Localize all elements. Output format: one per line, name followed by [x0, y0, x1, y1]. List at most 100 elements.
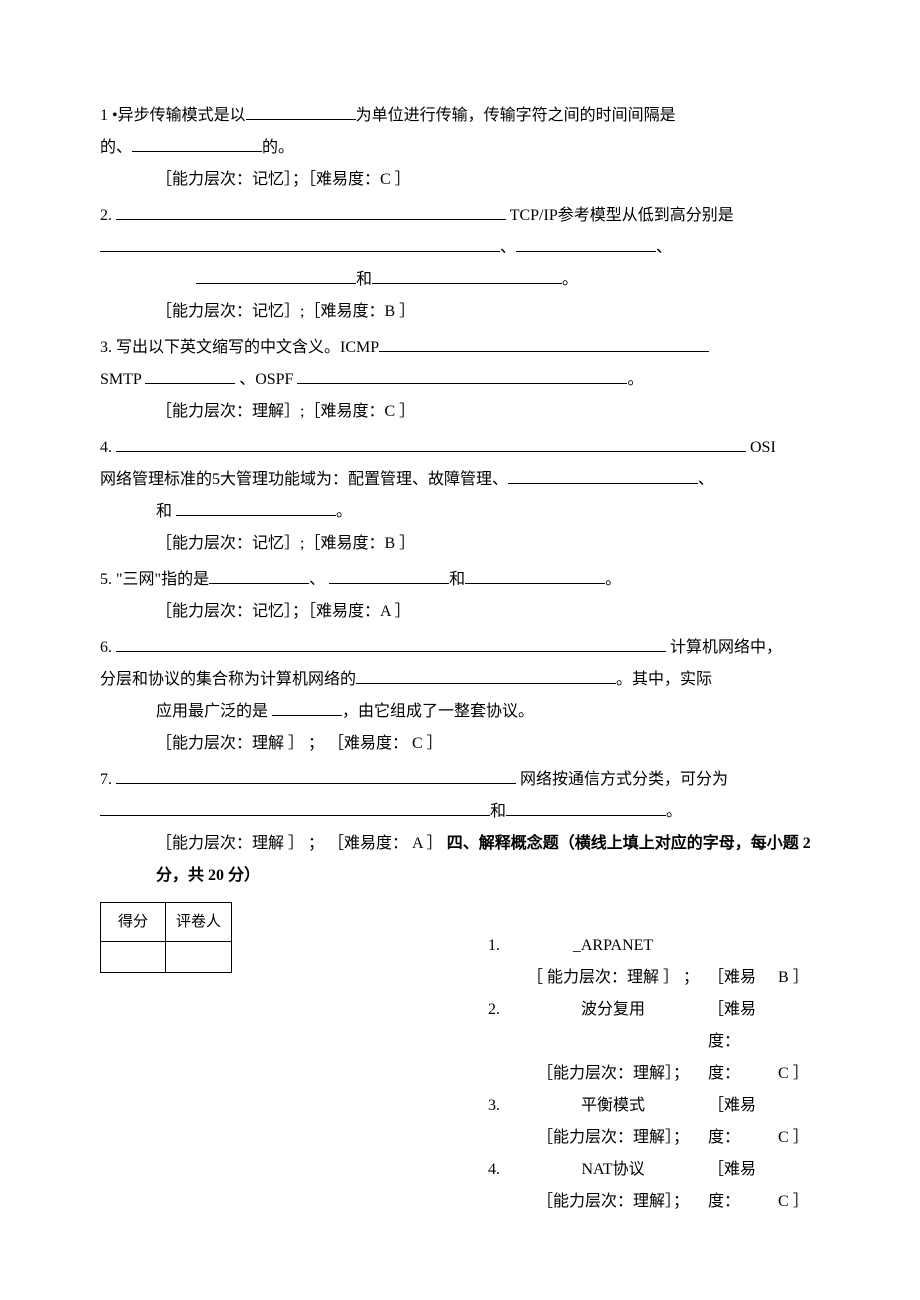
q1-text-c: 的、 — [100, 139, 132, 156]
q1-line1: 1 •异步传输模式是以 为单位进行传输，传输字符之间的时间间隔是 — [100, 100, 820, 132]
q7-line2: 和。 — [100, 796, 820, 828]
q5-end: 。 — [605, 571, 621, 588]
q6-line3: 应用最广泛的是 ，由它组成了一整套协议。 — [100, 696, 820, 728]
q2-meta: ［能力层次：记忆］;［难易度：B ］ — [100, 296, 820, 328]
blank — [116, 451, 746, 452]
q2-sep2: 、 — [656, 239, 672, 256]
q3-text-b: SMTP — [100, 371, 145, 388]
concept-meta-row-1: ［ 能力层次：理解 ］ ； ［难易 B ］ — [488, 962, 820, 994]
document-page: 1 •异步传输模式是以 为单位进行传输，传输字符之间的时间间隔是 的、 的。 ［能力… — [0, 0, 920, 1300]
q4-text-a: 4. — [100, 439, 116, 456]
question-7: 7. 网络按通信方式分类，可分为 和。 ［能力层次：理解 ］ ； ［难易度： A… — [100, 764, 820, 892]
concept-title: _ARPANET — [518, 930, 708, 962]
q6-text-f: ，由它组成了一整套协议。 — [342, 703, 534, 720]
q1-text-d: 的。 — [262, 139, 294, 156]
concept-title: NAT协议 — [518, 1154, 708, 1186]
concept-row-1: 1. _ARPANET — [488, 930, 820, 962]
question-2: 2. TCP/IP参考模型从低到高分别是 、、 和。 ［能力层次：记忆］;［难易… — [100, 200, 820, 328]
q7-meta: ［能力层次：理解 ］ ； ［难易度： A ］ — [156, 835, 443, 852]
question-4: 4. OSI 网络管理标准的5大管理功能域为：配置管理、故障管理、、 和 。 ［… — [100, 432, 820, 560]
concept-meta-row-3: ［能力层次：理解］； 度： C ］ — [488, 1122, 820, 1154]
concept-title: 平衡模式 — [518, 1090, 708, 1122]
blank — [132, 151, 262, 152]
q3-line1: 3. 写出以下英文缩写的中文含义。ICMP — [100, 332, 820, 364]
concept-title: 波分复用 — [518, 994, 708, 1026]
q7-end: 。 — [666, 803, 682, 820]
blank — [246, 119, 356, 120]
concept-number: 1. — [488, 930, 518, 962]
q4-text-f: 。 — [336, 503, 352, 520]
q5-line1: 5. "三网"指的是 、 和 。 — [100, 564, 820, 596]
concept-diff-label2: 度： — [708, 1122, 778, 1154]
concept-diff-value: B ］ — [778, 962, 820, 994]
blank — [508, 483, 698, 484]
concept-meta-row-2: ［能力层次：理解］； 度： C ］ — [488, 1058, 820, 1090]
q6-text-e: 应用最广泛的是 — [156, 703, 272, 720]
concept-row-2: 2. 波分复用 ［难易度： — [488, 994, 820, 1058]
q3-text-a: 3. 写出以下英文缩写的中文含义。ICMP — [100, 339, 379, 356]
q7-mid: 和 — [490, 803, 506, 820]
q3-meta: ［能力层次：理解］;［难易度：C ］ — [100, 396, 820, 428]
q2-line3: 和。 — [100, 264, 820, 296]
blank — [209, 583, 309, 584]
concept-meta: ［能力层次：理解］； — [518, 1186, 708, 1218]
blank — [116, 219, 506, 220]
q2-end: 。 — [562, 271, 578, 288]
score-header-grader: 评卷人 — [166, 903, 232, 942]
q5-text-a: 5. "三网"指的是 — [100, 571, 209, 588]
blank — [465, 583, 605, 584]
q4-text-b: OSI — [746, 439, 776, 456]
q6-text-b: 计算机网络中， — [666, 639, 782, 656]
q1-line2: 的、 的。 — [100, 132, 820, 164]
q3-text-c: 、OSPF — [235, 371, 297, 388]
concept-meta: ［能力层次：理解］； — [518, 1058, 708, 1090]
q7-text-b: 网络按通信方式分类，可分为 — [516, 771, 728, 788]
blank — [379, 351, 709, 352]
q2-text-b: TCP/IP参考模型从低到高分别是 — [506, 207, 734, 224]
concept-diff-value: C ］ — [778, 1186, 820, 1218]
blank — [272, 715, 342, 716]
q6-line2: 分层和协议的集合称为计算机网络的 。其中，实际 — [100, 664, 820, 696]
q4-text-e: 和 — [156, 503, 176, 520]
concept-diff-label2: 度： — [708, 1058, 778, 1090]
q2-line1: 2. TCP/IP参考模型从低到高分别是 — [100, 200, 820, 232]
concept-meta: ［ 能力层次：理解 ］ ； — [518, 962, 708, 994]
q5-mid: 和 — [449, 571, 465, 588]
concept-diff-label: ［难易 — [708, 1090, 778, 1122]
q1-meta: ［能力层次：记忆］；［难易度：C ］ — [100, 164, 820, 196]
q2-mid: 和 — [356, 271, 372, 288]
concept-number: 3. — [488, 1090, 518, 1122]
blank — [116, 651, 666, 652]
q2-sep1: 、 — [500, 239, 516, 256]
q3-text-d: 。 — [627, 371, 643, 388]
q4-text-c: 网络管理标准的5大管理功能域为：配置管理、故障管理、 — [100, 471, 508, 488]
q1-text-a: 1 •异步传输模式是以 — [100, 107, 246, 124]
concept-row-3: 3. 平衡模式 ［难易 — [488, 1090, 820, 1122]
section-4-body: 得分 评卷人 1. _ARPANET ［ 能力层次：理解 ］ ； ［难易 B ］ — [100, 896, 820, 1218]
grader-cell — [166, 942, 232, 973]
score-table: 得分 评卷人 — [100, 902, 232, 973]
q5-meta: ［能力层次：记忆］；［难易度：A ］ — [100, 596, 820, 628]
blank — [516, 251, 656, 252]
question-1: 1 •异步传输模式是以 为单位进行传输，传输字符之间的时间间隔是 的、 的。 ［能力… — [100, 100, 820, 196]
blank — [116, 783, 516, 784]
q4-meta: ［能力层次：记忆］;［难易度：B ］ — [100, 528, 820, 560]
blank — [356, 683, 616, 684]
q1-text-b: 为单位进行传输，传输字符之间的时间间隔是 — [356, 107, 676, 124]
blank — [506, 815, 666, 816]
q5-sep1: 、 — [309, 571, 329, 588]
concept-number: 2. — [488, 994, 518, 1026]
concept-list: 1. _ARPANET ［ 能力层次：理解 ］ ； ［难易 B ］ 2. 波分复… — [258, 896, 820, 1218]
blank — [100, 815, 490, 816]
score-cell — [101, 942, 166, 973]
q6-text-d: 。其中，实际 — [616, 671, 712, 688]
q7-meta-and-section4: ［能力层次：理解 ］ ； ［难易度： A ］ 四、解释概念题（横线上填上对应的字… — [100, 828, 820, 892]
question-3: 3. 写出以下英文缩写的中文含义。ICMP SMTP 、OSPF 。 ［能力层次… — [100, 332, 820, 428]
concept-meta: ［能力层次：理解］； — [518, 1122, 708, 1154]
q4-line1: 4. OSI — [100, 432, 820, 464]
blank — [297, 383, 627, 384]
concept-diff-label: ［难易度： — [708, 994, 778, 1058]
score-header-score: 得分 — [101, 903, 166, 942]
blank — [145, 383, 235, 384]
q6-text-c: 分层和协议的集合称为计算机网络的 — [100, 671, 356, 688]
